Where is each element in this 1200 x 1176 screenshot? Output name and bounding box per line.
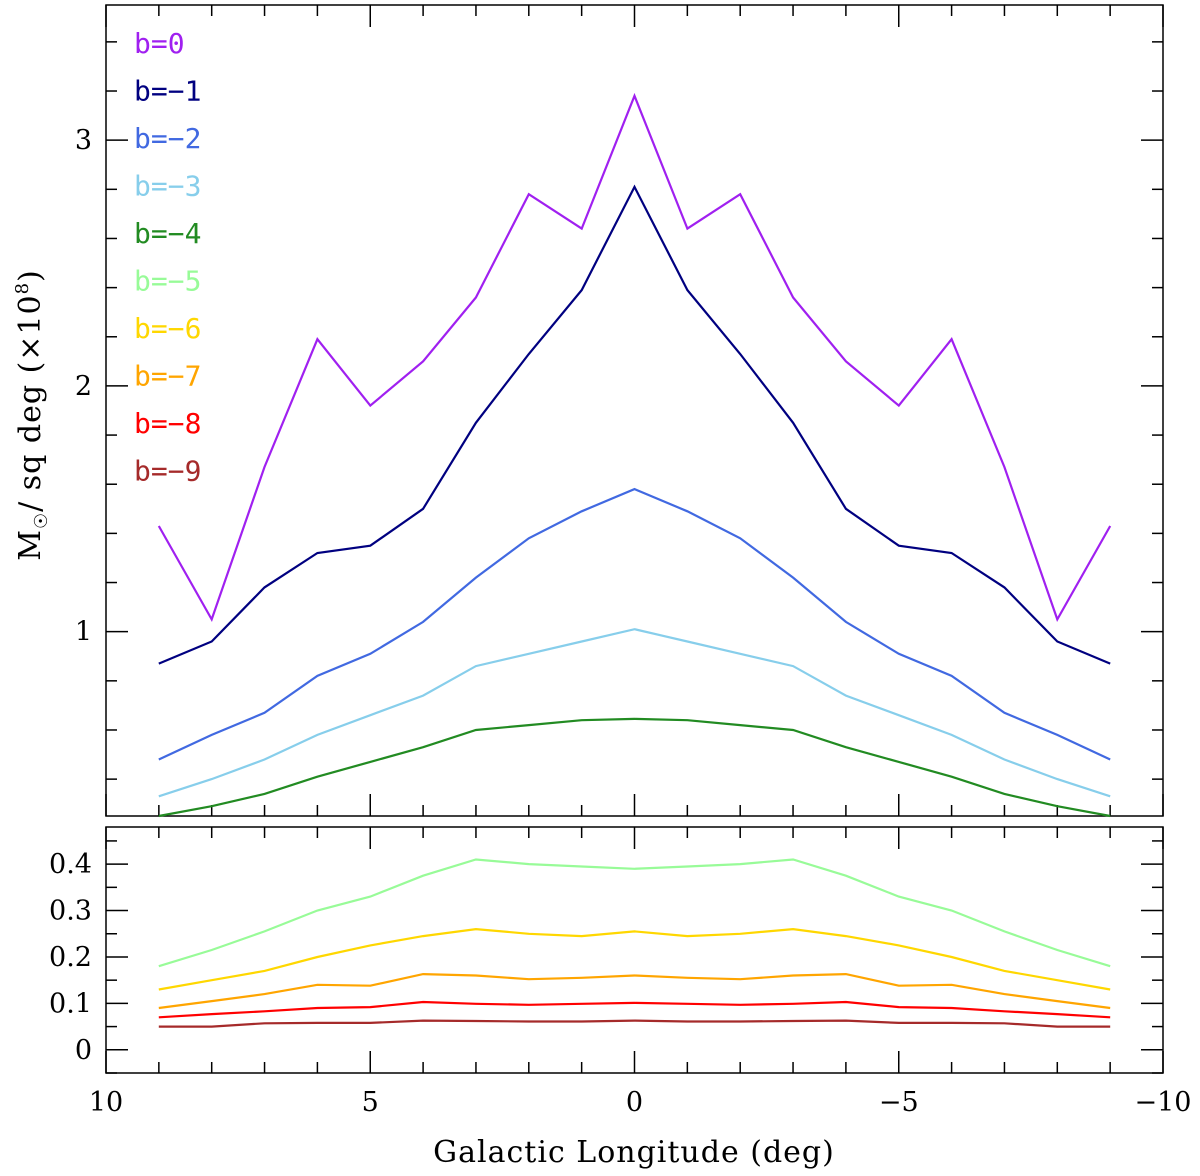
bottom-panel: 0 0.1 0.2 0.3 0.4 10 5 0 −5 −10 [49,826,1192,1118]
legend-entry: b=−7 [134,360,201,393]
series-line-b=-2 [158,487,1111,761]
x-axis-title: Galactic Longitude (deg) [433,1135,835,1170]
top-frame [105,4,1164,817]
legend-entry: b=−5 [134,265,201,298]
series-line-b=-5 [158,858,1111,968]
legend-entry: b=−6 [134,312,201,345]
legend-entry: b=0 [134,27,185,60]
series-line-b=-3 [158,628,1111,798]
y-axis-title-sup: 8 [12,282,33,294]
top-y-tick-label: 3 [75,125,92,156]
x-tick-label: 0 [626,1087,643,1118]
series-line-b=-1 [158,184,1111,665]
bottom-frame [105,826,1164,1074]
top-y-tick-label: 1 [75,617,92,648]
legend-entry: b=−3 [134,170,201,203]
x-tick-label: −10 [1135,1087,1192,1118]
legend: b=0 b=−1 b=−2 b=−3 b=−4 b=−5 b=−6 b=−7 b=−8 b=−9 [134,27,201,488]
bottom-y-tick-label: 0 [75,1035,92,1066]
x-tick-label: −5 [879,1087,919,1118]
y-axis-title-sub: ☉ [31,512,52,529]
y-axis-title: M☉/ sq deg (×108) [12,269,52,561]
x-tick-label: 10 [89,1087,123,1118]
legend-entry: b=−1 [134,75,201,108]
y-axis-title-main: M [13,529,48,561]
series-line-b=-6 [158,927,1111,991]
legend-entry: b=−8 [134,407,201,440]
series-line-b=-9 [158,1019,1111,1028]
top-y-tick-label: 2 [75,371,92,402]
bottom-y-tick-label: 0.3 [49,896,92,927]
legend-entry: b=−9 [134,455,201,488]
bottom-y-tick-label: 0.2 [49,942,92,973]
legend-entry: b=−2 [134,122,201,155]
y-axis-title-close: ) [13,269,48,282]
legend-entry: b=−4 [134,217,201,250]
top-panel: 1 2 3 [75,4,1164,818]
bottom-y-tick-label: 0.4 [49,849,92,880]
bottom-y-tick-label: 0.1 [49,988,92,1019]
y-axis-title-rest: / sq deg (×10 [13,294,48,512]
series-line-b=-4 [158,717,1111,818]
series-line-b=-8 [158,1000,1111,1019]
series-line-b=-7 [158,972,1111,1010]
series-line-b=0 [157,92,1112,623]
x-tick-label: 5 [362,1087,379,1118]
